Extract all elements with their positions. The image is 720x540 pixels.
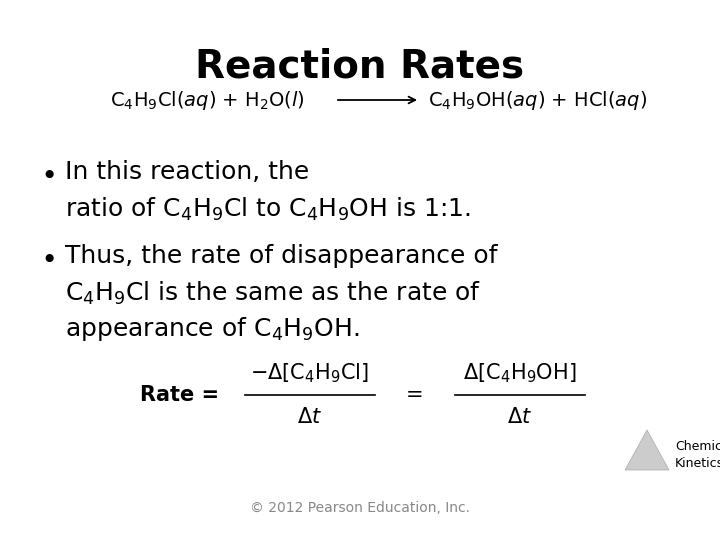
Text: appearance of C$_4$H$_9$OH.: appearance of C$_4$H$_9$OH. <box>65 315 359 343</box>
Text: C$_4$H$_9$Cl($aq$) + H$_2$O($l$): C$_4$H$_9$Cl($aq$) + H$_2$O($l$) <box>110 89 305 111</box>
Text: Reaction Rates: Reaction Rates <box>195 48 525 86</box>
Text: $\bullet$: $\bullet$ <box>40 160 55 188</box>
Text: $\Delta t$: $\Delta t$ <box>297 407 323 427</box>
Text: $\bullet$: $\bullet$ <box>40 244 55 272</box>
Text: $\Delta t$: $\Delta t$ <box>508 407 533 427</box>
Polygon shape <box>625 430 669 470</box>
Text: C$_4$H$_9$Cl is the same as the rate of: C$_4$H$_9$Cl is the same as the rate of <box>65 280 481 307</box>
Text: C$_4$H$_9$OH($aq$) + HCl($aq$): C$_4$H$_9$OH($aq$) + HCl($aq$) <box>428 89 647 111</box>
Text: ratio of C$_4$H$_9$Cl to C$_4$H$_9$OH is 1:1.: ratio of C$_4$H$_9$Cl to C$_4$H$_9$OH is… <box>65 196 471 223</box>
Text: $-\Delta$[C$_4$H$_9$Cl]: $-\Delta$[C$_4$H$_9$Cl] <box>251 361 369 385</box>
Text: Chemical
Kinetics: Chemical Kinetics <box>675 440 720 470</box>
Text: =: = <box>406 385 424 405</box>
Text: Rate =: Rate = <box>140 385 226 405</box>
Text: © 2012 Pearson Education, Inc.: © 2012 Pearson Education, Inc. <box>250 501 470 515</box>
Text: $\Delta$[C$_4$H$_9$OH]: $\Delta$[C$_4$H$_9$OH] <box>463 361 577 385</box>
Text: Thus, the rate of disappearance of: Thus, the rate of disappearance of <box>65 244 498 268</box>
Text: In this reaction, the: In this reaction, the <box>65 160 310 184</box>
